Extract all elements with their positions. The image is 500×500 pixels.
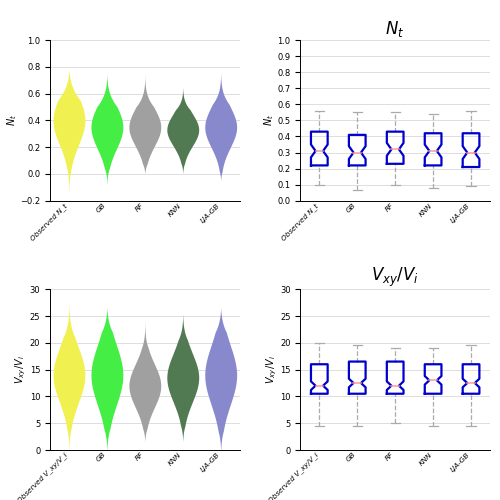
Y-axis label: $V_{xy}/V_i$: $V_{xy}/V_i$ [264,355,278,384]
Title: $N_t$: $N_t$ [386,20,405,40]
Title: $V_{xy}/V_i$: $V_{xy}/V_i$ [372,266,419,289]
Y-axis label: $N_t$: $N_t$ [5,114,19,126]
Y-axis label: $V_{xy}/V_i$: $V_{xy}/V_i$ [14,355,28,384]
Y-axis label: $N_t$: $N_t$ [262,114,276,126]
